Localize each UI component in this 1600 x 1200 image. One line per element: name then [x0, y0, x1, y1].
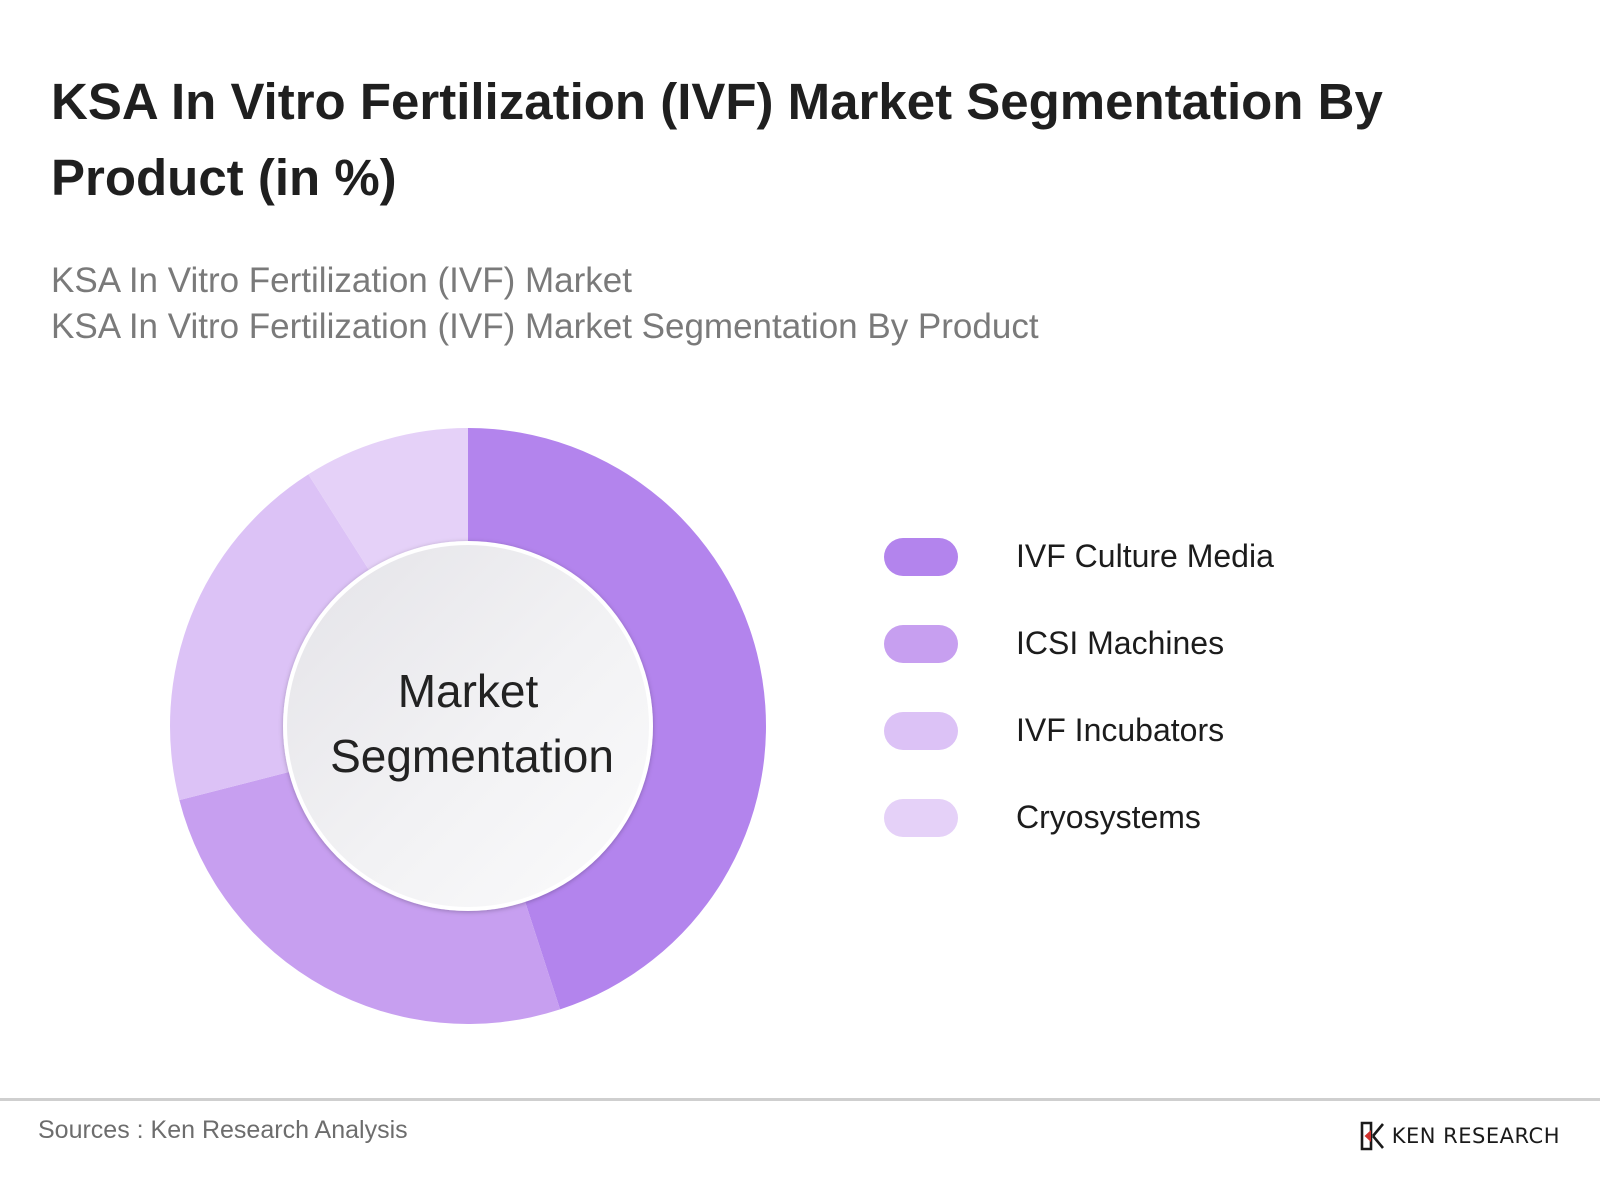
- legend-swatch: [884, 799, 958, 837]
- breadcrumb-market: KSA In Vitro Fertilization (IVF) Market: [51, 261, 632, 300]
- chart-legend: IVF Culture Media ICSI Machines IVF Incu…: [884, 518, 1444, 866]
- donut-slice-ivf-incubators[interactable]: [170, 474, 388, 801]
- legend-label: Cryosystems: [1016, 799, 1201, 835]
- brand-logo: KEN RESEARCH: [1360, 1120, 1560, 1152]
- chart-title: KSA In Vitro Fertilization (IVF) Market …: [51, 73, 1383, 206]
- legend-item-icsi-machines[interactable]: ICSI Machines: [884, 605, 1444, 692]
- legend-label: ICSI Machines: [1016, 625, 1225, 661]
- ken-research-logo-icon: [1360, 1121, 1384, 1151]
- donut-slice-icsi-machines[interactable]: [179, 763, 561, 1024]
- legend-item-cryosystems[interactable]: Cryosystems: [884, 779, 1444, 866]
- source-note: Sources : Ken Research Analysis: [38, 1116, 408, 1144]
- breadcrumb-segmentation: KSA In Vitro Fertilization (IVF) Market …: [51, 307, 1039, 346]
- center-label-line2: Segmentation: [330, 730, 614, 782]
- footer-divider: [0, 1098, 1600, 1101]
- center-label-line1: Market: [398, 665, 539, 717]
- center-disc-fill: [287, 545, 649, 907]
- legend-item-ivf-incubators[interactable]: IVF Incubators: [884, 692, 1444, 779]
- legend-swatch: [884, 712, 958, 750]
- legend-swatch: [884, 625, 958, 663]
- legend-swatch: [884, 538, 958, 576]
- legend-label: IVF Culture Media: [1016, 538, 1274, 574]
- legend-item-ivf-culture-media[interactable]: IVF Culture Media: [884, 518, 1444, 605]
- legend-label: IVF Incubators: [1016, 712, 1225, 748]
- brand-name: KEN RESEARCH: [1391, 1124, 1560, 1148]
